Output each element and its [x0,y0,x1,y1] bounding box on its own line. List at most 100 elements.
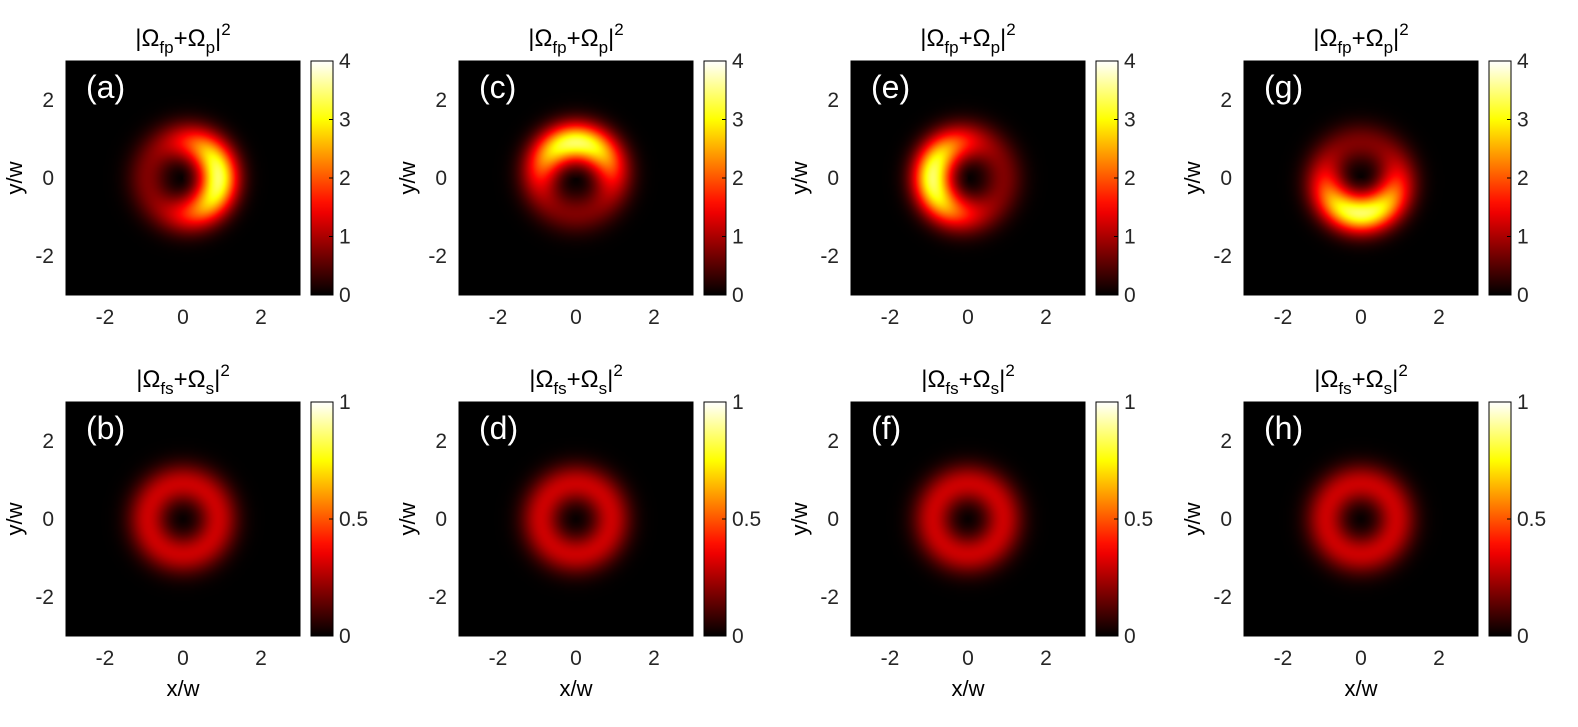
x-tick-label: 0 [962,647,974,670]
panel-b: -2 0 2 -2 0 2 y/w x/w (b) |Ωfs+Ωs|2 0 0.5 1 [2,361,368,701]
colorbar-tick-label: 1 [732,391,744,414]
heatmap-image [66,402,300,636]
y-tick-label: 0 [1220,508,1232,531]
panel-label: (a) [86,69,125,105]
colorbar-tick-label: 4 [1124,50,1136,73]
colorbar-tick-label: 0 [1124,284,1136,307]
x-tick-label: 2 [648,306,660,329]
panel-title: |Ωfp+Ωp|2 [1313,20,1409,57]
colorbar-tick-label: 2 [1517,167,1529,190]
x-axis-label: x/w [167,676,200,701]
colorbar-tick-label: 0.5 [732,508,761,531]
x-tick-label: 2 [1433,306,1445,329]
panel-e: -2 0 2 -2 0 2 y/w (e) |Ωfp+Ωp|2 0 1 2 3 4 [787,20,1136,329]
panel-g: -2 0 2 -2 0 2 y/w (g) |Ωfp+Ωp|2 0 1 2 3 4 [1180,20,1529,329]
y-tick-label: 2 [1220,430,1232,453]
heatmap-image [1244,402,1478,636]
y-axis-label: y/w [395,161,420,194]
panel-label: (c) [479,69,516,105]
colorbar-tick-label: 1 [1124,226,1136,249]
panel-h: -2 0 2 -2 0 2 y/w x/w (h) |Ωfs+Ωs|2 0 0.5 1 [1180,361,1546,701]
y-tick-label: 0 [435,508,447,531]
panel-label: (g) [1264,69,1303,105]
x-axis-label: x/w [952,676,985,701]
colorbar-tick-label: 4 [339,50,351,73]
heatmap-image [851,61,1085,295]
colorbar-tick-label: 0 [339,284,351,307]
x-tick-label: -2 [1274,306,1293,329]
colorbar-tick-label: 2 [732,167,744,190]
colorbar-tick-label: 0 [339,625,351,648]
colorbar-tick-label: 0 [732,284,744,307]
y-tick-label: 0 [1220,167,1232,190]
x-tick-label: 2 [1433,647,1445,670]
panel-f: -2 0 2 -2 0 2 y/w x/w (f) |Ωfs+Ωs|2 0 0.5 1 [787,361,1153,701]
colorbar-tick-label: 1 [1124,391,1136,414]
colorbar-tick-label: 0 [1124,625,1136,648]
panel-title: |Ωfs+Ωs|2 [136,361,230,398]
x-tick-label: 2 [255,647,267,670]
colorbar-tick-label: 3 [339,109,351,132]
colorbar-tick-label: 0 [1517,625,1529,648]
panel-label: (f) [871,410,901,446]
colorbar-tick-label: 0.5 [1124,508,1153,531]
panel-c: -2 0 2 -2 0 2 y/w (c) |Ωfp+Ωp|2 0 1 2 3 4 [395,20,744,329]
y-tick-label: 0 [42,508,54,531]
y-tick-label: 2 [827,430,839,453]
colorbar-tick-label: 1 [339,226,351,249]
x-tick-label: 0 [962,306,974,329]
y-tick-label: -2 [428,245,447,268]
x-tick-label: 2 [648,647,660,670]
panel-title: |Ωfp+Ωp|2 [135,20,231,57]
y-tick-label: -2 [1213,245,1232,268]
panel-label: (b) [86,410,125,446]
y-tick-label: 2 [435,89,447,112]
colorbar-tick-label: 0.5 [1517,508,1546,531]
colorbar-tick-label: 0 [732,625,744,648]
panel-label: (h) [1264,410,1303,446]
heatmap-image [459,402,693,636]
x-tick-label: 0 [570,647,582,670]
y-tick-label: -2 [35,245,54,268]
colorbar-tick-label: 1 [1517,391,1529,414]
panel-title: |Ωfp+Ωp|2 [920,20,1016,57]
y-axis-label: y/w [2,502,27,535]
colorbar-tick-label: 1 [339,391,351,414]
y-axis-label: y/w [1180,502,1205,535]
y-tick-label: 2 [42,430,54,453]
x-tick-label: 2 [1040,647,1052,670]
y-axis-label: y/w [787,502,812,535]
y-tick-label: 2 [1220,89,1232,112]
colorbar-tick-label: 1 [732,226,744,249]
y-tick-label: 0 [827,508,839,531]
x-tick-label: -2 [96,647,115,670]
panel-label: (d) [479,410,518,446]
y-axis-label: y/w [2,161,27,194]
panel-a: -2 0 2 -2 0 2 y/w (a) |Ωfp+Ωp|2 0 1 2 3 4 [2,20,351,329]
y-tick-label: -2 [1213,586,1232,609]
x-axis-label: x/w [560,676,593,701]
colorbar-tick-label: 4 [732,50,744,73]
heatmap-image [851,402,1085,636]
colorbar-tick-label: 0.5 [339,508,368,531]
panel-title: |Ωfs+Ωs|2 [1314,361,1408,398]
x-tick-label: -2 [489,647,508,670]
colorbar-tick-label: 1 [1517,226,1529,249]
y-tick-label: -2 [428,586,447,609]
x-tick-label: 0 [570,306,582,329]
x-axis-label: x/w [1345,676,1378,701]
y-axis-label: y/w [787,161,812,194]
x-tick-label: -2 [96,306,115,329]
heatmap-image [66,61,300,295]
y-tick-label: 2 [827,89,839,112]
colorbar-tick-label: 4 [1517,50,1529,73]
panel-title: |Ωfs+Ωs|2 [529,361,623,398]
y-axis-label: y/w [395,502,420,535]
panel-label: (e) [871,69,910,105]
panel-d: -2 0 2 -2 0 2 y/w x/w (d) |Ωfs+Ωs|2 0 0.5 1 [395,361,761,701]
colorbar-tick-label: 3 [1517,109,1529,132]
x-tick-label: -2 [1274,647,1293,670]
x-tick-label: 2 [255,306,267,329]
